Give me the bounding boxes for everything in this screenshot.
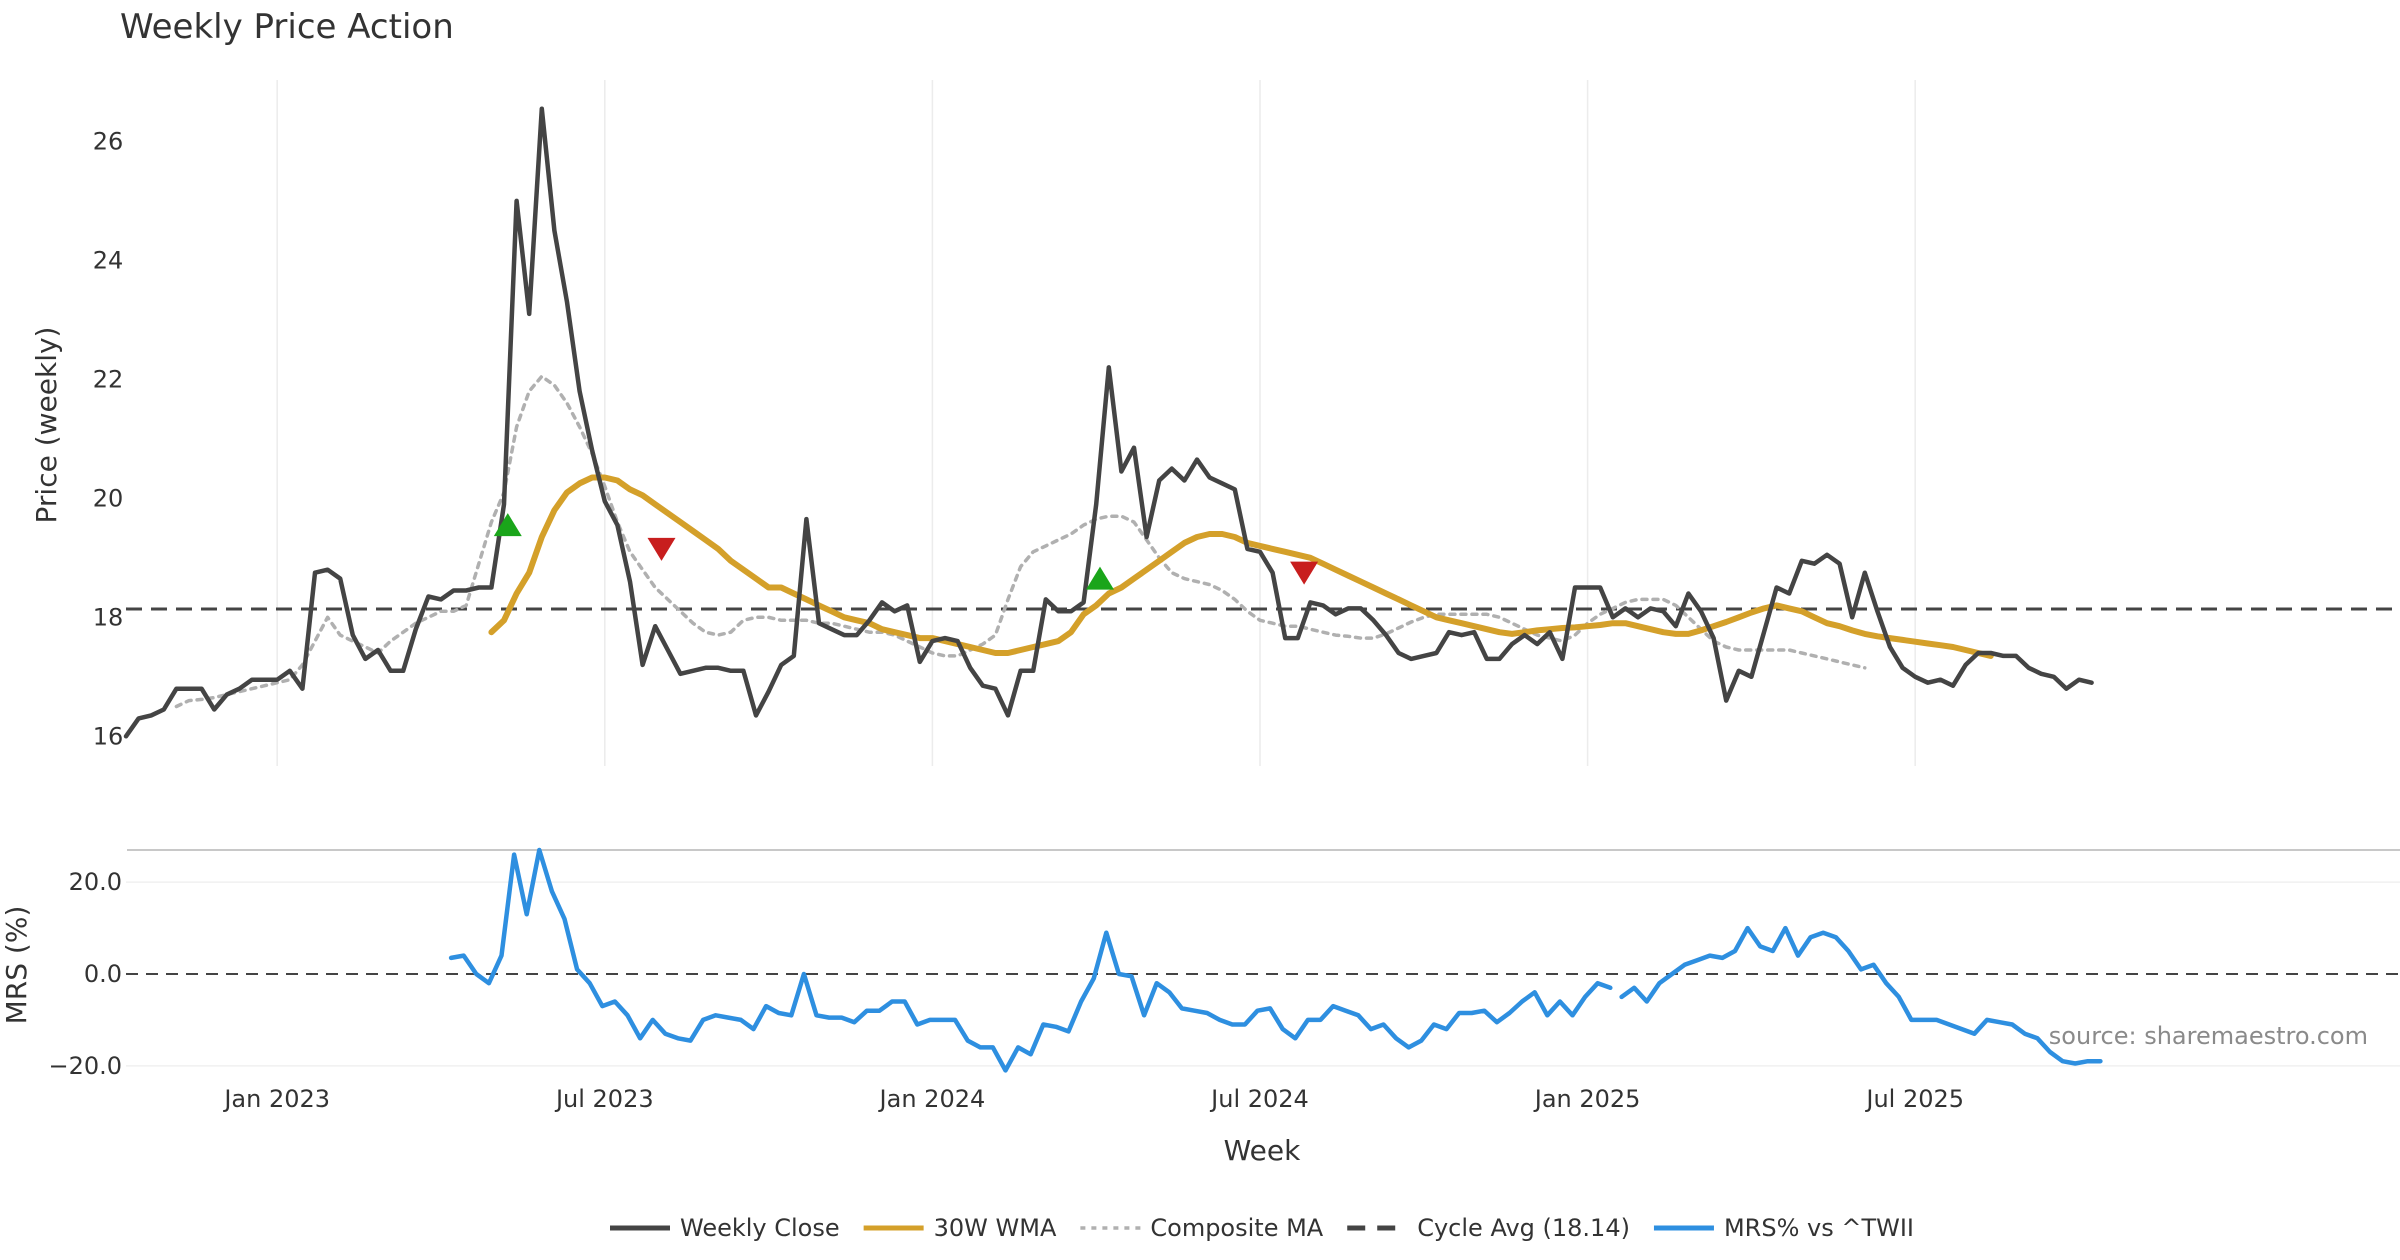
buy-signal-marker xyxy=(1085,566,1114,590)
mrs-y-tick-label: −20.0 xyxy=(48,1052,122,1080)
price-y-tick-label: 24 xyxy=(93,246,124,274)
signal-markers xyxy=(493,513,1319,590)
legend: Weekly Close 30W WMA Composite MA Cycle Avg… xyxy=(610,1214,1914,1242)
price-series xyxy=(123,106,2094,739)
mrs-line-segment xyxy=(1619,925,2103,1066)
chart-title: Weekly Price Action xyxy=(120,7,454,47)
price-y-tick-label: 20 xyxy=(93,484,124,512)
legend-label: Composite MA xyxy=(1150,1214,1323,1242)
sell-signal-marker xyxy=(647,537,676,561)
price-y-tick-label: 22 xyxy=(93,365,124,393)
mrs-y-ticks: 20.0 0.0 −20.0 xyxy=(48,868,122,1080)
legend-label: MRS% vs ^TWII xyxy=(1724,1214,1914,1242)
buy-signal-marker xyxy=(493,513,522,537)
x-tick-label: Jan 2025 xyxy=(1533,1085,1641,1113)
x-axis-ticks: Jan 2023 Jul 2023 Jan 2024 Jul 2024 Jan 2025… xyxy=(222,1085,1964,1113)
weekly-close-line xyxy=(123,106,2094,739)
composite-ma-line xyxy=(174,374,1867,709)
x-tick-label: Jan 2023 xyxy=(222,1085,330,1113)
price-gridlines xyxy=(276,80,1916,766)
mrs-gridlines xyxy=(126,881,2400,1067)
legend-label: Cycle Avg (18.14) xyxy=(1417,1214,1630,1242)
price-y-tick-label: 18 xyxy=(93,603,124,631)
x-tick-label: Jul 2024 xyxy=(1209,1085,1309,1113)
x-axis-label: Week xyxy=(1224,1134,1301,1167)
legend-label: Weekly Close xyxy=(680,1214,840,1242)
mrs-y-axis-label: MRS (%) xyxy=(0,906,33,1025)
legend-label: 30W WMA xyxy=(934,1214,1057,1242)
price-y-axis-label: Price (weekly) xyxy=(30,327,63,524)
price-y-tick-label: 26 xyxy=(93,127,124,155)
mrs-y-tick-label: 0.0 xyxy=(84,960,122,988)
price-panel: 16 18 20 22 24 26 Price (weekly) xyxy=(30,80,2400,766)
mrs-line-segment xyxy=(448,847,1613,1073)
x-tick-label: Jul 2023 xyxy=(554,1085,654,1113)
x-tick-label: Jan 2024 xyxy=(878,1085,986,1113)
sell-signal-marker xyxy=(1290,561,1319,585)
price-y-tick-label: 16 xyxy=(93,722,124,750)
mrs-y-tick-label: 20.0 xyxy=(69,868,122,896)
x-tick-label: Jul 2025 xyxy=(1864,1085,1964,1113)
mrs-panel: 20.0 0.0 −20.0 MRS (%) source: sharemaestr… xyxy=(0,847,2400,1080)
wma-30w-line xyxy=(488,474,1994,659)
mrs-series xyxy=(448,847,2103,1073)
source-credit: source: sharemaestro.com xyxy=(2049,1022,2368,1050)
price-y-ticks: 16 18 20 22 24 26 xyxy=(93,127,124,750)
